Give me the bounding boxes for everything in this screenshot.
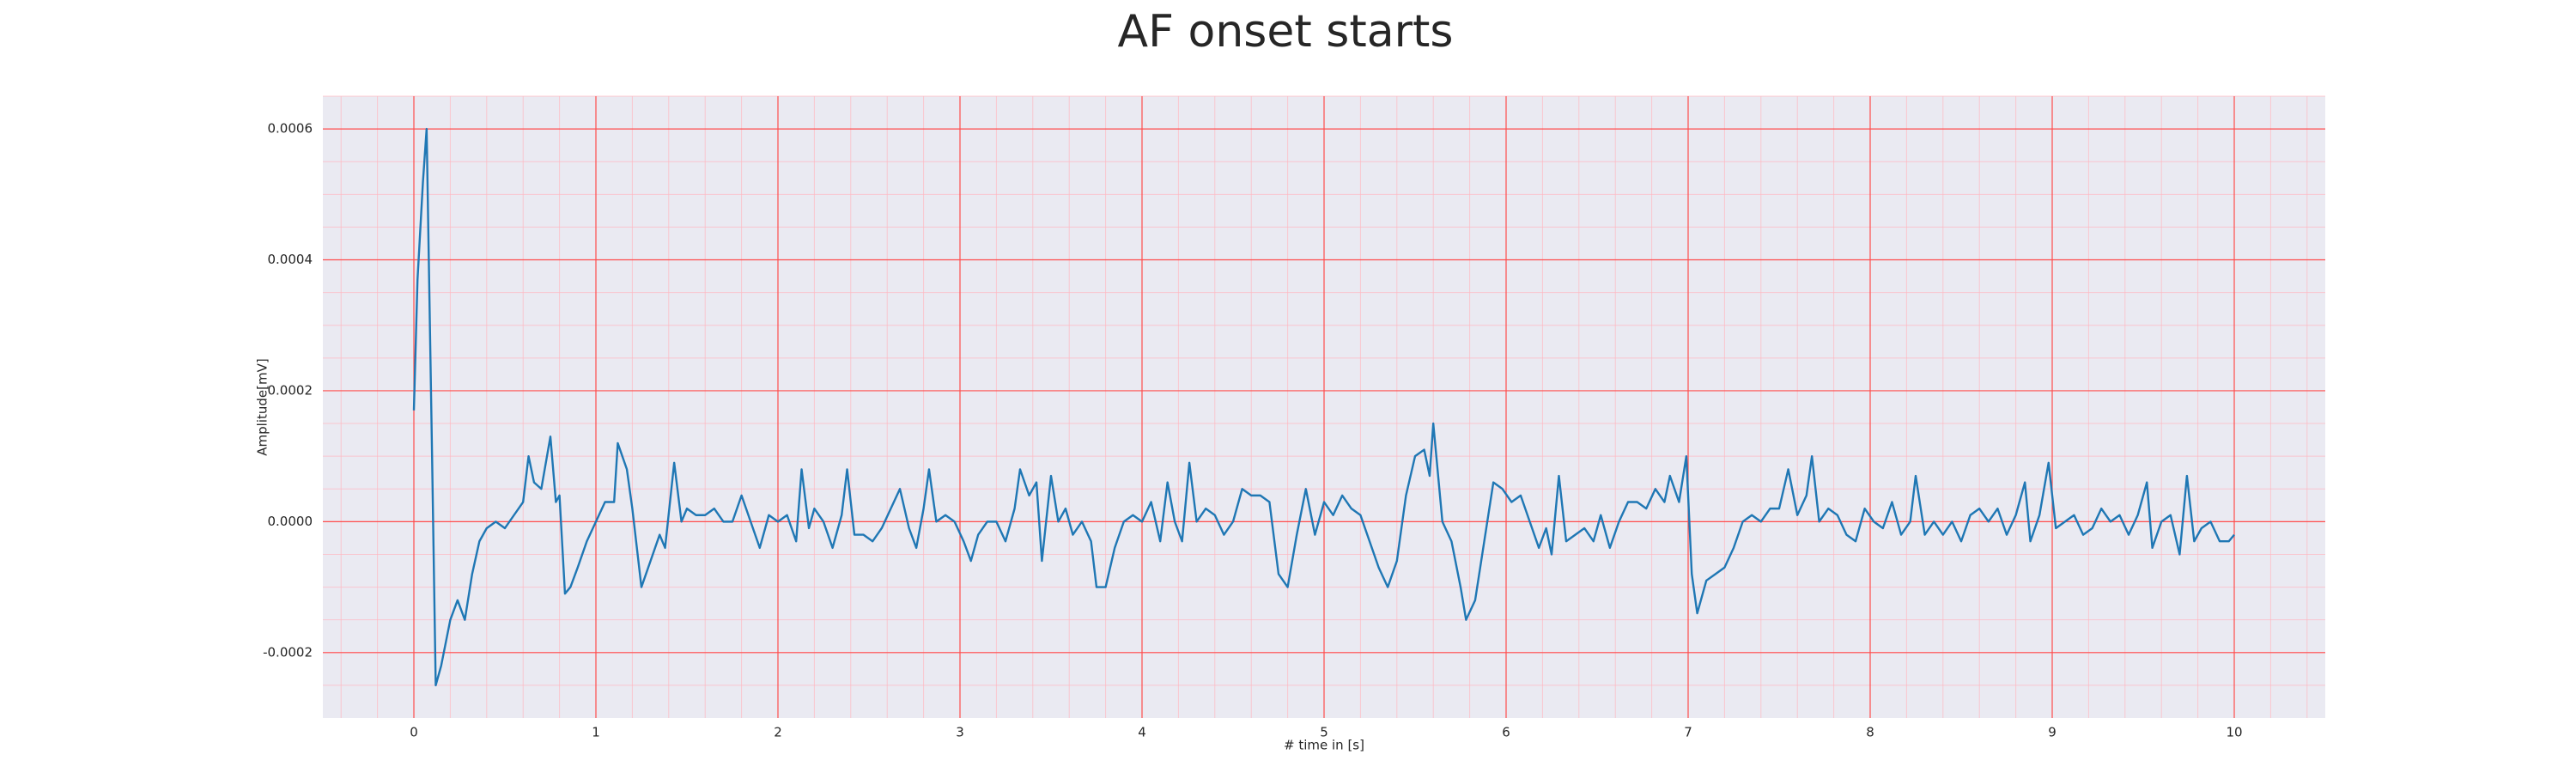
- x-axis-label: # time in [s]: [1284, 738, 1364, 753]
- y-tick-label: -0.0002: [263, 644, 313, 660]
- x-tick-label: 3: [956, 725, 964, 740]
- ticks: 0 1 2 3 4 5 6 7 8 9 10 -0.0002 0.0000 0.0002 0.0004 0.0…: [263, 121, 2242, 740]
- signal-line: [412, 127, 2235, 687]
- x-tick-label: 9: [2048, 725, 2057, 740]
- y-tick-label: 0.0006: [268, 121, 313, 137]
- x-tick-label: 1: [592, 725, 600, 740]
- y-axis-label: Amplitude[mV]: [255, 358, 270, 455]
- grid: [323, 95, 2325, 718]
- x-tick-label: 7: [1684, 725, 1692, 740]
- x-tick-label: 0: [410, 725, 418, 740]
- marks: [412, 127, 2235, 687]
- x-tick-label: 10: [2226, 725, 2242, 740]
- chart-title: AF onset starts: [1118, 6, 1454, 58]
- y-tick-label: 0.0002: [268, 382, 313, 398]
- y-tick-label: 0.0000: [268, 514, 313, 529]
- x-tick-label: 4: [1138, 725, 1146, 740]
- x-tick-label: 5: [1320, 725, 1328, 740]
- y-tick-label: 0.0004: [268, 252, 313, 267]
- x-tick-label: 2: [774, 725, 782, 740]
- x-tick-label: 8: [1866, 725, 1874, 740]
- x-tick-label: 6: [1502, 725, 1510, 740]
